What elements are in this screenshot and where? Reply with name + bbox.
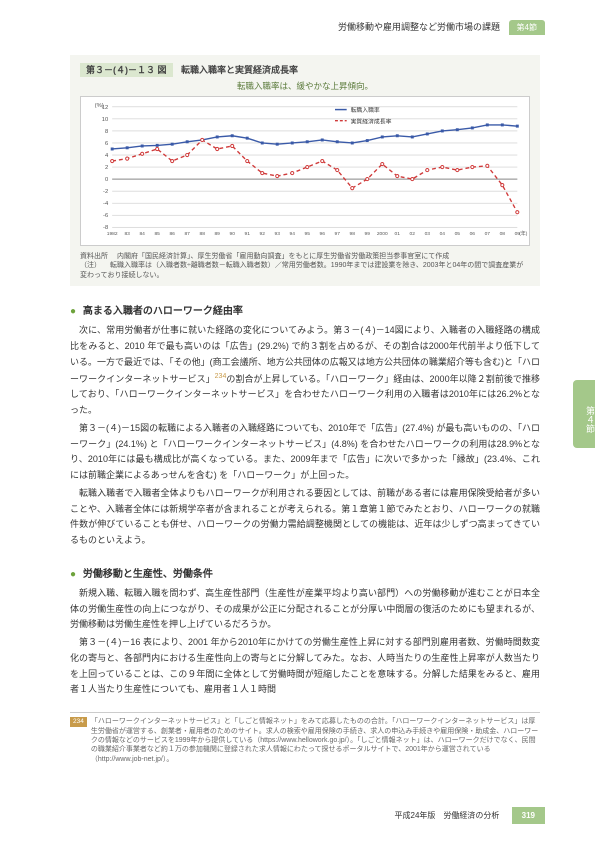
- svg-text:06: 06: [470, 231, 476, 237]
- svg-text:2: 2: [105, 165, 108, 171]
- paragraph: 次に、常用労働者が仕事に就いた経路の変化についてみよう。第３－(４)－14図によ…: [70, 323, 540, 419]
- footnote: 234 「ハローワークインターネットサービス」と「しごと情報ネット」をみて応募し…: [70, 712, 540, 764]
- svg-text:-4: -4: [103, 201, 109, 207]
- svg-text:96: 96: [320, 231, 326, 237]
- section-tab: 第4節: [509, 20, 545, 35]
- line-chart: -8-6-4-2024681012(%)19828384858687888990…: [80, 96, 530, 246]
- svg-text:88: 88: [199, 231, 205, 237]
- svg-text:0: 0: [105, 177, 109, 183]
- svg-text:97: 97: [335, 231, 341, 237]
- note-label: （注）: [80, 262, 101, 269]
- footnote-ref: 234: [215, 373, 227, 380]
- running-title: 労働移動や雇用調整など労働市場の課題: [338, 22, 500, 32]
- heading-text: 高まる入職者のハローワーク経由率: [83, 306, 243, 317]
- figure-box: 第３－(４)－１３ 図 転職入職率と実質経済成長率 転職入職率は、緩やかな上昇傾…: [70, 55, 540, 286]
- svg-text:実質経済成長率: 実質経済成長率: [351, 118, 392, 126]
- svg-text:-6: -6: [103, 213, 109, 219]
- paragraph: 転職入職者で入職者全体よりもハローワークが利用される要因としては、前職がある者に…: [70, 486, 540, 549]
- svg-text:1982: 1982: [107, 231, 118, 237]
- svg-text:転職入職率: 転職入職率: [351, 106, 380, 114]
- svg-text:01: 01: [395, 231, 401, 237]
- svg-text:83: 83: [124, 231, 130, 237]
- svg-text:02: 02: [410, 231, 416, 237]
- svg-text:87: 87: [184, 231, 190, 237]
- paragraph: 第３－(４)－16 表により、2001 年から2010年にかけての労働生産性上昇…: [70, 635, 540, 698]
- heading-text: 労働移動と生産性、労働条件: [83, 569, 213, 580]
- svg-text:4: 4: [105, 153, 109, 159]
- svg-text:6: 6: [105, 141, 109, 147]
- book-title: 平成24年版 労働経済の分析: [395, 811, 500, 820]
- svg-text:90: 90: [230, 231, 236, 237]
- svg-text:(年): (年): [519, 230, 527, 237]
- svg-text:95: 95: [305, 231, 311, 237]
- page-footer: 平成24年版 労働経済の分析 319: [0, 807, 595, 824]
- figure-title-text: 転職入職率と実質経済成長率: [181, 65, 298, 75]
- svg-text:-8: -8: [103, 225, 109, 231]
- svg-text:2000: 2000: [377, 231, 388, 237]
- paragraph: 第３－(４)－15図の転職による入職者の入職経路についても、2010年で「広告」…: [70, 421, 540, 484]
- source-label: 資料出所: [80, 253, 108, 260]
- figure-title: 第３－(４)－１３ 図 転職入職率と実質経済成長率: [80, 63, 530, 76]
- bullet-icon: ●: [70, 569, 76, 580]
- svg-text:-2: -2: [103, 189, 108, 195]
- paragraph: 新規入職、転職入職を問わず、高生産性部門（生産性が産業平均より高い部門）への労働…: [70, 586, 540, 633]
- chart-source: 資料出所 内閣府「国民経済計算」、厚生労働省「雇用動向調査」をもとに厚生労働省労…: [80, 252, 530, 280]
- svg-text:(%): (%): [95, 103, 104, 109]
- svg-text:85: 85: [154, 231, 160, 237]
- svg-text:03: 03: [425, 231, 431, 237]
- bullet-icon: ●: [70, 306, 76, 317]
- svg-text:08: 08: [500, 231, 506, 237]
- note-text: 転職入職率は（入職者数÷離職者数－転職入職者数）／常用労働者数。1990年までは…: [80, 262, 523, 278]
- svg-text:99: 99: [365, 231, 371, 237]
- side-tab: 第４節: [573, 380, 595, 448]
- svg-text:91: 91: [245, 231, 251, 237]
- svg-text:86: 86: [169, 231, 175, 237]
- section-1: ● 高まる入職者のハローワーク経由率 次に、常用労働者が仕事に就いた経路の変化に…: [70, 302, 540, 549]
- svg-text:84: 84: [139, 231, 145, 237]
- svg-text:93: 93: [275, 231, 281, 237]
- section-heading: ● 高まる入職者のハローワーク経由率: [70, 302, 540, 317]
- footnote-number: 234: [70, 717, 87, 727]
- figure-subtitle: 転職入職率は、緩やかな上昇傾向。: [80, 80, 530, 92]
- source-text: 内閣府「国民経済計算」、厚生労働省「雇用動向調査」をもとに厚生労働省労働政策担当…: [117, 253, 449, 260]
- svg-text:04: 04: [440, 231, 446, 237]
- page-number: 319: [512, 807, 545, 824]
- svg-text:94: 94: [290, 231, 296, 237]
- svg-text:98: 98: [350, 231, 356, 237]
- svg-text:10: 10: [102, 117, 109, 123]
- svg-text:8: 8: [105, 129, 109, 135]
- footnote-text: 「ハローワークインターネットサービス」と「しごと情報ネット」をみて応募したものの…: [91, 717, 540, 764]
- svg-text:07: 07: [485, 231, 491, 237]
- svg-text:05: 05: [455, 231, 461, 237]
- section-heading: ● 労働移動と生産性、労働条件: [70, 565, 540, 580]
- svg-text:89: 89: [214, 231, 220, 237]
- figure-number: 第３－(４)－１３ 図: [80, 63, 173, 77]
- section-2: ● 労働移動と生産性、労働条件 新規入職、転職入職を問わず、高生産性部門（生産性…: [70, 565, 540, 698]
- running-header: 労働移動や雇用調整など労働市場の課題 第4節: [0, 0, 595, 43]
- svg-text:92: 92: [260, 231, 266, 237]
